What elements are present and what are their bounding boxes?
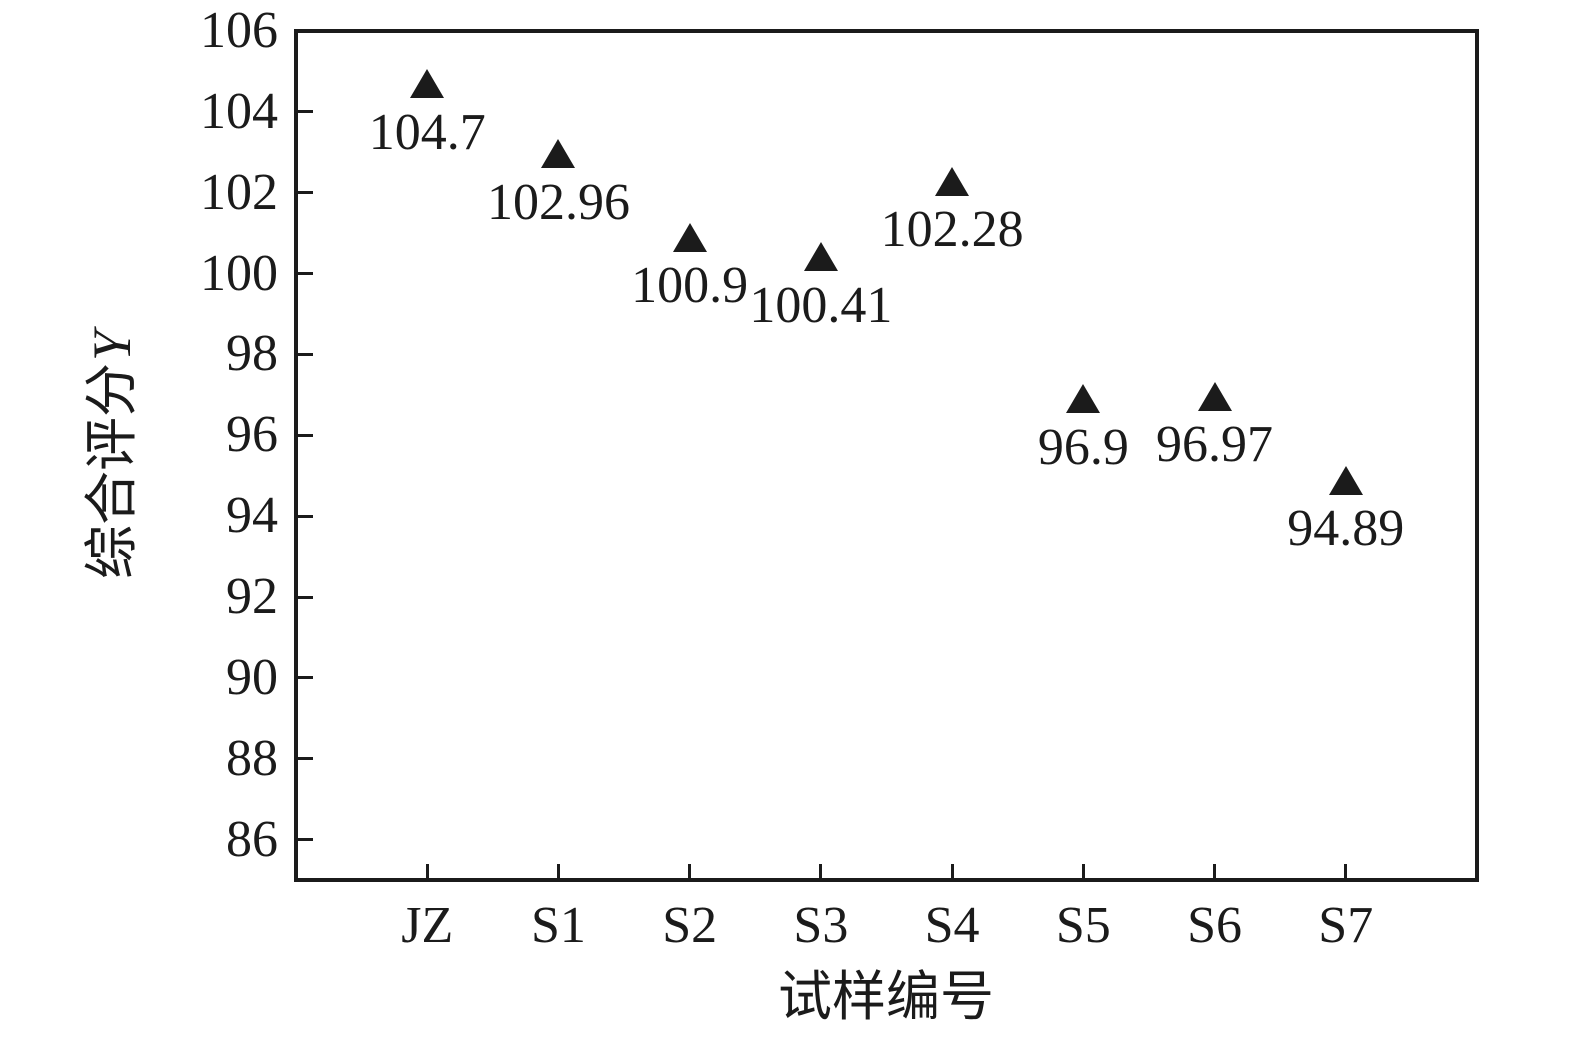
data-point-marker — [1328, 465, 1363, 495]
x-axis-title: 试样编号 — [778, 967, 994, 1027]
data-point-marker — [410, 69, 445, 99]
y-tick-label: 94 — [226, 487, 278, 545]
x-tick-label: S4 — [924, 897, 980, 954]
x-tick — [1213, 864, 1217, 878]
x-tick-label: S3 — [793, 897, 849, 954]
y-tick — [298, 514, 313, 518]
plot-area — [294, 29, 1479, 882]
y-tick-label: 88 — [226, 729, 278, 787]
data-point-label: 100.41 — [749, 276, 893, 334]
x-tick-label: S7 — [1318, 897, 1374, 954]
data-point-label: 104.7 — [368, 103, 486, 161]
y-tick-label: 98 — [226, 325, 278, 383]
x-tick-label: S5 — [1055, 897, 1111, 954]
data-point-marker — [935, 166, 970, 196]
y-axis-title-text: 综合评分 — [82, 363, 142, 580]
x-tick — [1344, 864, 1348, 878]
data-point-marker — [1066, 384, 1101, 414]
x-tick-label: S2 — [662, 897, 718, 954]
y-tick — [298, 838, 313, 842]
x-tick — [950, 864, 954, 878]
y-tick-label: 92 — [226, 568, 278, 625]
y-tick — [298, 676, 313, 680]
y-tick-label: 104 — [200, 82, 278, 140]
data-point-label: 96.97 — [1156, 416, 1274, 474]
y-tick-label: 90 — [226, 648, 278, 706]
y-tick — [298, 191, 313, 195]
data-point-marker — [541, 139, 576, 169]
y-tick-label: 100 — [200, 244, 278, 302]
y-tick — [298, 352, 313, 356]
x-tick — [425, 864, 429, 878]
data-point-label: 102.28 — [880, 201, 1024, 259]
y-tick — [298, 433, 313, 437]
y-axis-title-variable: Y — [82, 330, 142, 362]
x-tick-label: S1 — [530, 897, 586, 954]
y-axis-title: 综合评分Y — [82, 305, 142, 605]
y-tick-label: 102 — [200, 163, 278, 221]
data-point-label: 100.9 — [631, 257, 749, 315]
y-tick-label: 106 — [200, 2, 278, 59]
y-tick — [298, 757, 313, 761]
y-tick — [298, 110, 313, 114]
y-tick-label: 86 — [226, 810, 278, 868]
x-tick — [556, 864, 560, 878]
data-point-label: 94.89 — [1287, 500, 1405, 558]
data-point-label: 102.96 — [486, 173, 630, 231]
x-tick — [819, 864, 823, 878]
data-point-marker — [1197, 381, 1232, 411]
x-tick-label: JZ — [401, 897, 454, 954]
data-point-marker — [672, 222, 707, 252]
x-tick-label: S6 — [1187, 897, 1242, 954]
x-tick — [688, 864, 692, 878]
x-tick — [1081, 864, 1085, 878]
data-point-label: 96.9 — [1037, 418, 1129, 476]
y-tick — [298, 595, 313, 599]
y-tick-label: 96 — [226, 406, 278, 464]
data-point-marker — [803, 242, 838, 272]
y-tick — [298, 272, 313, 276]
